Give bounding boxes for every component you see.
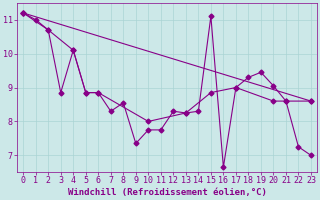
X-axis label: Windchill (Refroidissement éolien,°C): Windchill (Refroidissement éolien,°C)	[68, 188, 267, 197]
